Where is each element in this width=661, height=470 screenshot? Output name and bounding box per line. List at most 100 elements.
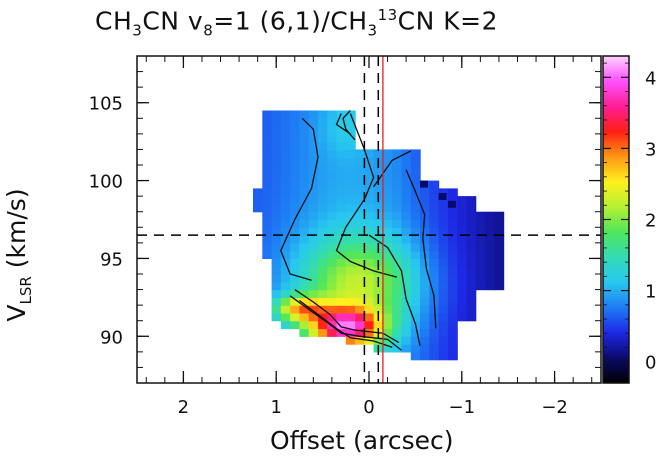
heatmap-cell — [299, 172, 310, 182]
heatmap-cell — [336, 274, 347, 283]
heatmap-cell — [420, 203, 430, 213]
heatmap-cell — [327, 196, 338, 205]
heatmap-cell — [262, 141, 273, 150]
x-axis-label: Offset (arcsec) — [270, 426, 454, 455]
heatmap-cell — [290, 235, 300, 244]
heatmap-cell — [410, 196, 421, 205]
heatmap-cell — [392, 289, 403, 298]
heatmap-cell — [373, 250, 384, 259]
heatmap-cell — [271, 266, 282, 275]
heatmap-cell — [280, 250, 291, 259]
heatmap-cell — [327, 118, 338, 127]
heatmap-cell — [447, 235, 458, 244]
heatmap-cell — [308, 157, 319, 166]
heatmap-cell — [420, 274, 430, 283]
heatmap-cell — [299, 110, 310, 119]
heatmap-cell — [364, 196, 375, 205]
colorbar-tick-label: 1 — [645, 282, 656, 303]
heatmap-cell — [466, 250, 477, 259]
heatmap-cell — [299, 211, 310, 221]
heatmap-cell — [364, 320, 375, 330]
heatmap-cell — [327, 165, 338, 174]
heatmap-cell — [345, 196, 356, 205]
heatmap-cell — [457, 274, 468, 283]
heatmap-cell — [382, 297, 393, 306]
heatmap-cell — [382, 219, 393, 228]
heatmap-cell — [308, 235, 319, 244]
heatmap-cell — [308, 289, 319, 298]
heatmap-cell — [327, 203, 338, 213]
heatmap-cell — [299, 281, 310, 291]
heatmap-cell — [475, 258, 486, 267]
heatmap-cell — [271, 227, 282, 236]
heatmap-cell — [262, 211, 273, 221]
heatmap-cell — [447, 305, 458, 314]
heatmap-cell — [290, 312, 300, 322]
heatmap-cell — [345, 312, 356, 322]
heatmap-cell — [299, 305, 310, 314]
heatmap-cell — [429, 258, 440, 267]
heatmap-cell — [457, 227, 468, 236]
heatmap-cell — [401, 211, 412, 221]
heatmap-cell — [355, 274, 365, 283]
heatmap-cell — [299, 141, 310, 150]
heatmap-cell — [290, 227, 300, 236]
heatmap-cell — [336, 133, 347, 143]
heatmap-cell — [262, 196, 273, 205]
heatmap-cell — [401, 281, 412, 291]
heatmap-cell — [327, 180, 338, 189]
heatmap-cell — [262, 235, 273, 244]
heatmap-cell — [466, 289, 477, 298]
heatmap-cell — [438, 196, 449, 205]
heatmap-cell — [401, 196, 412, 205]
heatmap-cell — [447, 351, 458, 361]
heatmap-cell — [355, 180, 365, 189]
heatmap-cell — [336, 305, 347, 314]
heatmap-cell — [327, 126, 338, 135]
y-tick-label: 95 — [100, 249, 123, 270]
heatmap-cell — [355, 281, 365, 291]
heatmap-cell — [327, 289, 338, 298]
heatmap-cell — [355, 328, 365, 337]
heatmap-cell — [364, 250, 375, 259]
heatmap-cell — [364, 165, 375, 174]
heatmap-cell — [475, 274, 486, 283]
heatmap-cell — [392, 305, 403, 314]
heatmap-cell — [447, 266, 458, 275]
x-tick-label: 2 — [178, 397, 189, 418]
heatmap-cell — [290, 149, 300, 158]
heatmap-cell — [271, 211, 282, 221]
heatmap-cell — [299, 133, 310, 143]
heatmap-cell — [420, 289, 430, 298]
heatmap-cell — [299, 157, 310, 166]
heatmap-cell — [345, 227, 356, 236]
heatmap-cell — [299, 149, 310, 158]
heatmap-cell — [392, 320, 403, 330]
heatmap-cell — [355, 157, 365, 166]
heatmap-cell — [318, 149, 328, 158]
heatmap-cell — [345, 320, 356, 330]
heatmap-cell — [271, 165, 282, 174]
heatmap-cell — [355, 219, 365, 228]
heatmap-cell — [475, 266, 486, 275]
heatmap-cell — [382, 250, 393, 259]
heatmap-cell — [392, 242, 403, 252]
heatmap-cell — [420, 344, 430, 353]
heatmap-cell — [355, 227, 365, 236]
heatmap-cell — [420, 281, 430, 291]
heatmap-cell — [392, 149, 403, 158]
contour-line — [405, 169, 437, 329]
heatmap-cell — [429, 320, 440, 330]
contour-line — [342, 110, 356, 141]
heatmap-cell — [336, 157, 347, 166]
heatmap-cell — [447, 274, 458, 283]
heatmap-cell — [308, 165, 319, 174]
heatmap-cell — [401, 312, 412, 322]
heatmap-cell — [401, 203, 412, 213]
heatmap-cell — [429, 242, 440, 252]
heatmap-cell — [466, 211, 477, 221]
heatmap-cell — [447, 297, 458, 306]
heatmap-cell — [345, 219, 356, 228]
heatmap-cell — [420, 351, 430, 361]
heatmap-cell — [382, 211, 393, 221]
